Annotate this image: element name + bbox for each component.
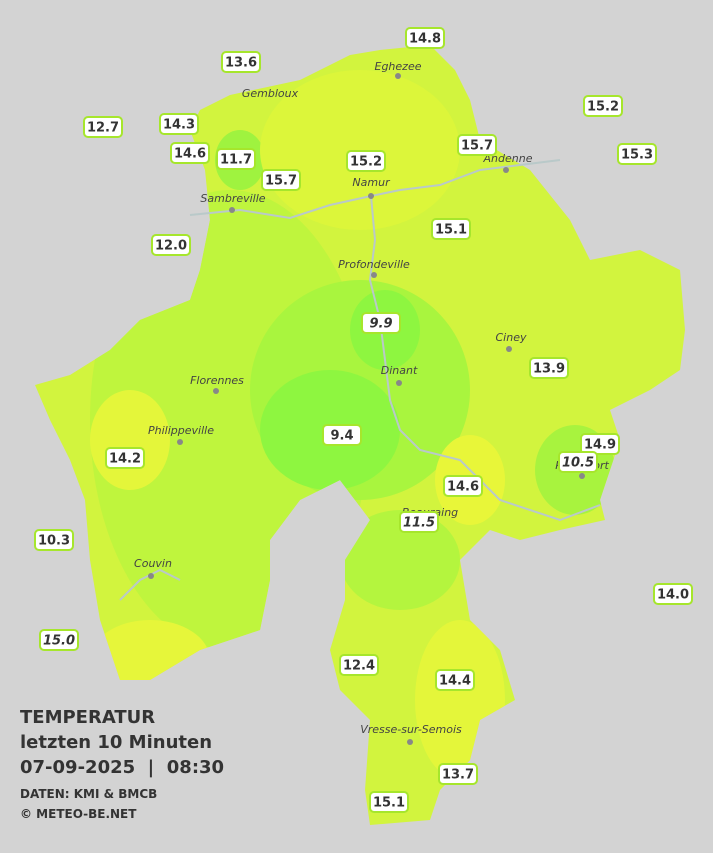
- station-value: 14.0: [657, 588, 689, 603]
- station-box: [399, 511, 439, 533]
- station-box: [151, 234, 191, 256]
- town-label: Gembloux: [242, 87, 299, 100]
- station-box: [443, 475, 483, 497]
- station-value: 15.2: [587, 100, 619, 115]
- station-value: 13.6: [225, 56, 257, 71]
- station-value: 15.1: [373, 796, 405, 811]
- station-value: 14.6: [447, 480, 479, 495]
- town-dot: [213, 388, 219, 394]
- station-box: [617, 143, 657, 165]
- station-box: [580, 433, 620, 455]
- station-box: [83, 116, 123, 138]
- header-copyright: © METEO-BE.NET: [20, 807, 137, 821]
- town-label: Sambreville: [200, 192, 265, 205]
- station-box: [558, 451, 598, 473]
- station-value: 15.0: [43, 634, 75, 649]
- station-box: [339, 654, 379, 676]
- station-value: 10.3: [38, 534, 70, 549]
- station-box: [431, 218, 471, 240]
- header-title: TEMPERATUR: [20, 707, 155, 728]
- station-value: 14.4: [439, 674, 471, 689]
- station-value: 15.7: [265, 174, 297, 189]
- station-box: [346, 150, 386, 172]
- station-value: 12.4: [343, 659, 375, 674]
- town-label: Andenne: [483, 152, 533, 165]
- station-value: 15.1: [435, 223, 467, 238]
- station-box: [405, 27, 445, 49]
- station-box: [435, 669, 475, 691]
- station-box: [105, 447, 145, 469]
- station-box: [653, 583, 693, 605]
- station-value: 11.5: [403, 516, 435, 531]
- town-dot: [229, 207, 235, 213]
- station-value: 12.7: [87, 121, 119, 136]
- town-dot: [579, 473, 585, 479]
- town-label: Dinant: [381, 364, 418, 377]
- town-dot: [407, 739, 413, 745]
- station-value: 14.8: [409, 32, 441, 47]
- town-dot: [503, 167, 509, 173]
- station-value: 15.7: [461, 139, 493, 154]
- station-box: [529, 357, 569, 379]
- town-dot: [506, 346, 512, 352]
- town-label: Eghezee: [375, 60, 422, 73]
- header-source: DATEN: KMI & BMCB: [20, 787, 157, 801]
- station-box: [159, 113, 199, 135]
- town-label: Florennes: [190, 374, 244, 387]
- town-dot: [368, 193, 374, 199]
- station-value: 14.9: [584, 438, 616, 453]
- town-dot: [371, 272, 377, 278]
- station-value: 13.7: [442, 768, 474, 783]
- station-box: [457, 134, 497, 156]
- station-value: 15.2: [350, 155, 382, 170]
- town-dot: [395, 73, 401, 79]
- town-label: Namur: [352, 176, 391, 189]
- station-box: [170, 142, 210, 164]
- station-box: [261, 169, 301, 191]
- town-dot: [177, 439, 183, 445]
- station-box: [369, 791, 409, 813]
- station-value: 15.3: [621, 148, 653, 163]
- header-datetime: 07-09-2025 | 08:30: [20, 757, 224, 778]
- town-label: Philippeville: [148, 424, 214, 437]
- town-label: Couvin: [134, 557, 172, 570]
- station-value: 9.9: [369, 317, 392, 332]
- station-value: 12.0: [155, 239, 187, 254]
- station-box: [322, 424, 362, 446]
- town-label: Profondeville: [338, 258, 410, 271]
- station-value: 13.9: [533, 362, 565, 377]
- town-label: Vresse-sur-Semois: [360, 723, 462, 736]
- header-subtitle: letzten 10 Minuten: [20, 732, 212, 753]
- station-box: [221, 51, 261, 73]
- station-value: 10.5: [562, 456, 594, 471]
- station-value: 11.7: [220, 153, 252, 168]
- station-value: 14.6: [174, 147, 206, 162]
- station-box: [34, 529, 74, 551]
- station-box: [438, 763, 478, 785]
- station-value: 14.3: [163, 118, 195, 133]
- town-dot: [148, 573, 154, 579]
- town-dot: [396, 380, 402, 386]
- station-box: [216, 148, 256, 170]
- station-box: [583, 95, 623, 117]
- station-value: 14.2: [109, 452, 141, 467]
- town-label: Ciney: [496, 331, 527, 344]
- station-box: [39, 629, 79, 651]
- station-value: 9.4: [330, 429, 353, 444]
- station-box: [361, 312, 401, 334]
